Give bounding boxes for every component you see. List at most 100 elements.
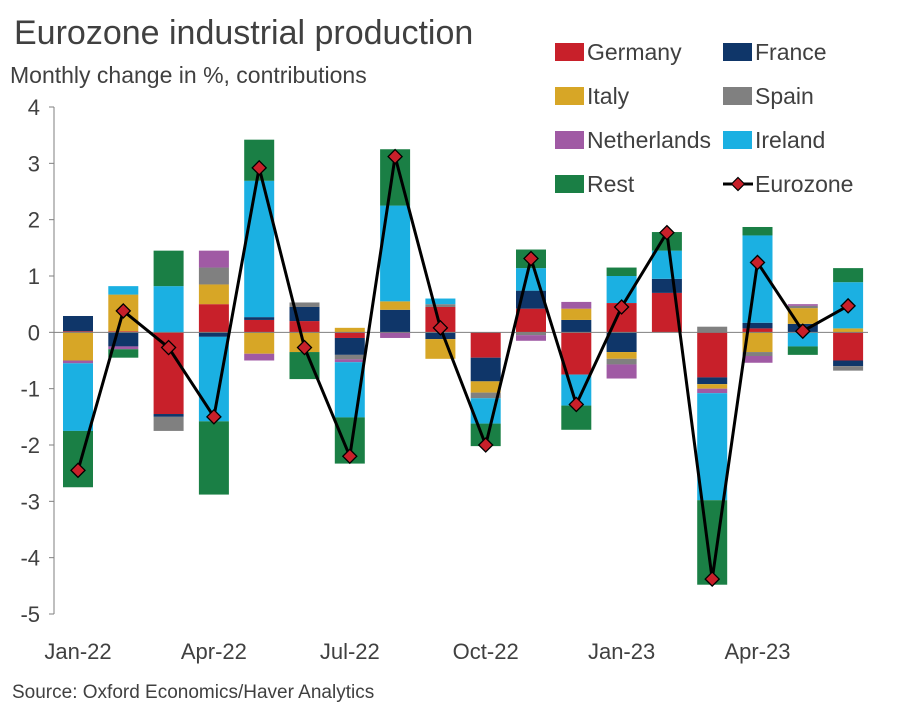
bar-segment-france <box>561 319 592 333</box>
bar-segment-italy <box>470 381 501 393</box>
bar-segment-germany <box>833 332 864 361</box>
eurozone-marker <box>840 297 857 314</box>
bar-segment-spain <box>697 326 728 333</box>
bar-segment-italy <box>244 332 275 354</box>
y-tick-label: 1 <box>28 264 40 289</box>
bar-segment-spain <box>153 416 184 431</box>
bar-segment-spain <box>334 354 365 360</box>
y-tick-label: 2 <box>28 208 40 233</box>
bar-segment-italy <box>380 301 411 310</box>
bar-segment-spain <box>833 366 864 371</box>
eurozone-marker <box>115 303 132 319</box>
y-tick-label: -1 <box>20 377 40 402</box>
bar-segment-italy <box>833 328 864 333</box>
bar-segment-france <box>697 377 728 385</box>
bar-segment-france <box>63 315 93 332</box>
bar-segment-spain <box>470 392 501 399</box>
bar-segment-france <box>153 414 184 417</box>
bar-segment-ireland <box>697 393 728 501</box>
eurozone-marker <box>296 339 313 356</box>
bar-segment-netherlands <box>63 360 93 364</box>
legend-swatch-ireland <box>723 131 752 149</box>
bar-segment-france <box>833 360 864 367</box>
eurozone-marker <box>251 159 268 176</box>
legend-swatch-italy <box>555 87 584 105</box>
bar-segment-spain <box>787 305 818 309</box>
legend-swatch-netherlands <box>555 131 584 149</box>
bar-segment-france <box>198 332 229 337</box>
bar-segment-italy <box>198 284 229 305</box>
bar-segment-ireland <box>425 298 456 305</box>
bar-segment-netherlands <box>742 355 773 363</box>
legend-label-ireland: Ireland <box>755 127 825 153</box>
eurozone-marker <box>568 396 585 413</box>
bar-segment-france <box>470 357 501 382</box>
bar-segment-netherlands <box>516 335 546 341</box>
x-tick-label: Apr-22 <box>181 639 247 664</box>
legend-label-italy: Italy <box>587 83 630 109</box>
legend-label-rest: Rest <box>587 171 635 197</box>
bar-segment-germany <box>63 331 93 333</box>
bar-segment-germany <box>742 328 773 333</box>
y-tick-label: -5 <box>20 602 40 627</box>
bar-segment-ireland <box>244 180 275 318</box>
y-tick-label: 4 <box>28 95 40 120</box>
bar-segment-france <box>334 337 365 355</box>
bar-segment-germany <box>470 332 501 358</box>
legend: Germany France Italy Spain Netherlands Irelan… <box>555 39 853 197</box>
bar-segment-france <box>606 332 637 353</box>
eurozone-marker <box>613 299 630 315</box>
bar-segment-spain <box>606 358 637 365</box>
bar-segment-ireland <box>651 250 682 279</box>
bar-segment-germany <box>289 321 320 333</box>
eurozone-marker <box>387 148 404 165</box>
source-note: Source: Oxford Economics/Haver Analytics <box>12 682 375 703</box>
bar-segment-france <box>742 322 773 329</box>
bar-segment-germany <box>334 332 365 338</box>
bar-segment-rest <box>833 268 864 283</box>
bar-segment-netherlands <box>198 250 229 268</box>
bar-segment-rest <box>742 226 773 236</box>
y-tick-label: 0 <box>28 320 40 345</box>
bar-segment-rest <box>606 267 637 276</box>
bar-segment-spain <box>516 332 546 336</box>
bar-segment-netherlands <box>380 332 411 338</box>
legend-label-eurozone: Eurozone <box>755 171 853 197</box>
bar-segment-france <box>651 278 682 293</box>
bar-segment-spain <box>289 302 320 307</box>
legend-label-france: France <box>755 39 827 65</box>
bar-segment-rest <box>198 421 229 495</box>
bar-segment-netherlands <box>244 353 275 361</box>
bar-segment-germany <box>108 331 139 333</box>
bar-segment-ireland <box>516 268 546 291</box>
bar-segment-rest <box>63 430 93 488</box>
bar-segment-rest <box>787 346 818 355</box>
bar-segment-germany <box>697 332 728 378</box>
y-tick-label: -2 <box>20 433 40 458</box>
bar-segment-spain <box>198 267 229 285</box>
bar-segment-italy <box>334 327 365 333</box>
legend-label-netherlands: Netherlands <box>587 127 711 153</box>
bar-segment-netherlands <box>334 359 365 363</box>
bar-segment-germany <box>198 304 229 333</box>
eurozone-marker <box>70 462 86 479</box>
bar-segment-netherlands <box>606 364 637 379</box>
eurozone-marker <box>477 437 494 453</box>
legend-label-spain: Spain <box>755 83 814 109</box>
bar-segment-ireland <box>198 336 229 422</box>
eurozone-marker <box>341 448 358 465</box>
eurozone-marker <box>160 339 177 356</box>
bar-segment-germany <box>516 308 546 333</box>
x-tick-label: Jan-23 <box>588 639 655 664</box>
y-tick-label: 3 <box>28 151 40 176</box>
bar-segment-ireland <box>153 286 184 333</box>
chart-subtitle: Monthly change in %, contributions <box>10 62 367 88</box>
bar-segment-ireland <box>787 332 818 347</box>
eurozone-marker <box>658 224 675 241</box>
y-tick-label: -3 <box>20 489 40 514</box>
eurozone-marker <box>794 323 811 340</box>
bar-segment-france <box>380 309 411 333</box>
bar-segment-spain <box>425 304 456 307</box>
bar-segment-ireland <box>63 363 93 431</box>
